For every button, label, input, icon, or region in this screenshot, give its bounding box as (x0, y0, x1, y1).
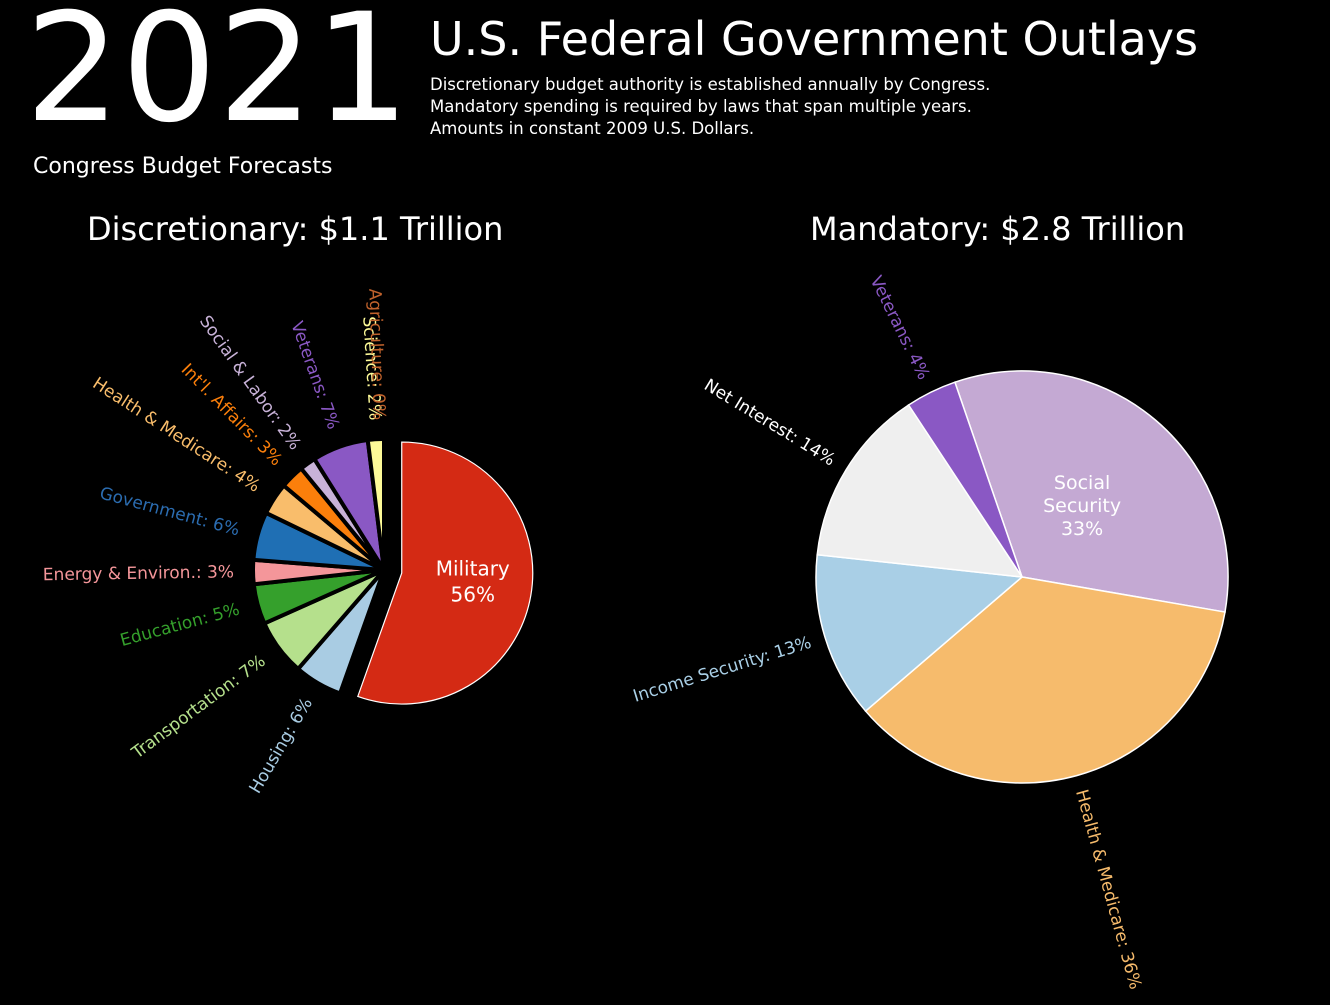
mandatory-label-health-medicare: Health & Medicare: 36% (1071, 787, 1145, 991)
mandatory-slice-group-veterans (907, 381, 1023, 578)
mandatory-inside-label-social-security-2: 33% (1061, 518, 1103, 540)
note-discretionary: Discretionary budget authority is establ… (430, 75, 991, 94)
mandatory-slice-social-security (953, 370, 1229, 613)
mandatory-slice-veterans (907, 381, 1023, 578)
discretionary-chart-title: Discretionary: $1.1 Trillion (87, 210, 504, 248)
page-title: U.S. Federal Government Outlays (430, 12, 1199, 66)
mandatory-inside-label-social-security-0: Social (1054, 472, 1110, 494)
discretionary-label-government: Government: 6% (97, 483, 241, 540)
mandatory-inside-label-social-security-1: Security (1043, 495, 1121, 517)
mandatory-chart-title: Mandatory: $2.8 Trillion (810, 210, 1186, 248)
discretionary-label-transportation: Transportation: 7% (127, 651, 269, 763)
discretionary-label-energy-environ: Energy & Environ.: 3% (43, 562, 234, 585)
note-mandatory: Mandatory spending is required by laws t… (430, 97, 972, 116)
notes: Discretionary budget authority is establ… (430, 74, 990, 140)
note-dollars: Amounts in constant 2009 U.S. Dollars. (430, 119, 755, 138)
mandatory-slice-health-medicare (864, 576, 1226, 784)
mandatory-label-veterans: Veterans: 4% (866, 273, 934, 383)
discretionary-inside-pct-military: 56% (451, 582, 495, 606)
discretionary-label-agriculture: Agriculture: 0% (364, 288, 389, 420)
discretionary-label-housing: Housing: 6% (246, 694, 317, 797)
year-heading: 2021 (25, 0, 411, 156)
discretionary-slice-military (357, 441, 534, 705)
discretionary-label-education: Education: 5% (118, 600, 242, 651)
mandatory-slice-net-interest (816, 403, 1024, 578)
mandatory-slice-group-income-security (815, 553, 1024, 713)
discretionary-label-veterans: Veterans: 7% (286, 319, 343, 432)
discretionary-inside-label-military: Military (436, 556, 510, 580)
discretionary-slice-group-science (365, 437, 386, 572)
discretionary-slice-science (365, 437, 386, 572)
mandatory-slice-income-security (815, 553, 1024, 713)
year-subtitle: Congress Budget Forecasts (33, 154, 333, 179)
mandatory-slice-group-health-medicare (864, 576, 1226, 784)
mandatory-label-net-interest: Net Interest: 14% (700, 375, 838, 470)
mandatory-slice-group-social-security (953, 370, 1229, 613)
mandatory-label-income-security: Income Security: 13% (631, 633, 814, 707)
mandatory-slice-group-net-interest (816, 403, 1024, 578)
